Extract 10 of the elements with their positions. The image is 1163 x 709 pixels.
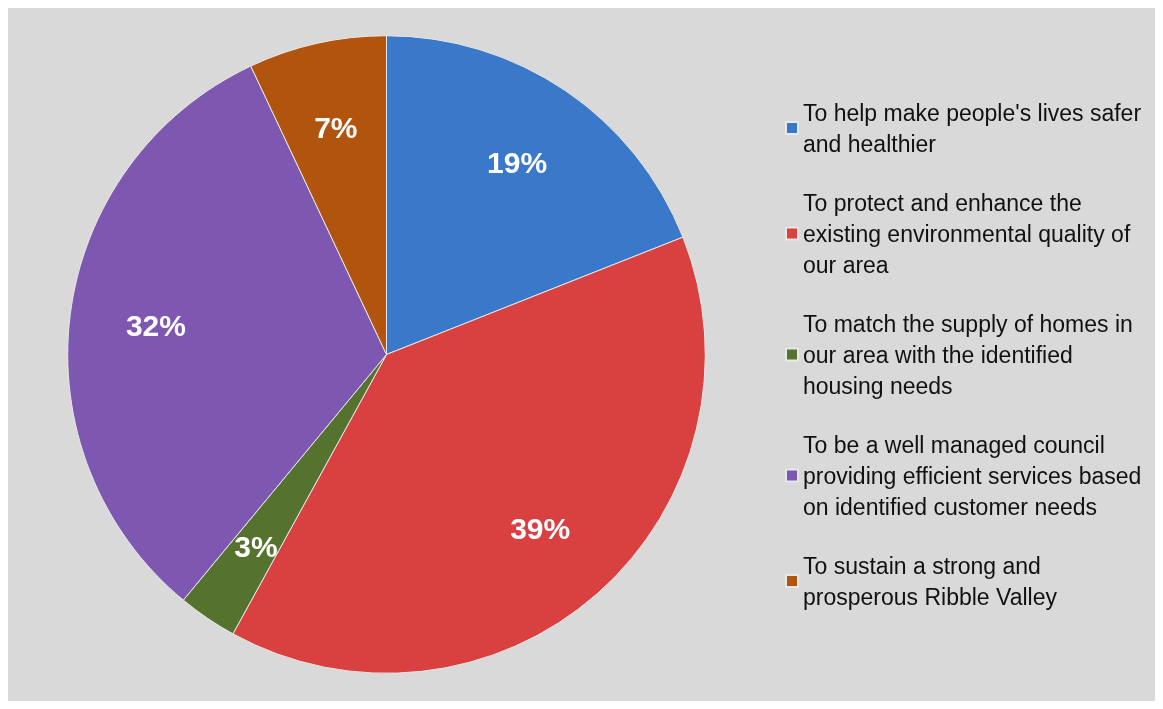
legend-label: To sustain a strong and prosperous Ribble Valley <box>803 552 1058 610</box>
legend-label: To protect and enhance the existing environmental quality of our area <box>803 189 1137 278</box>
data-label: 3% <box>234 530 278 564</box>
data-label: 32% <box>125 308 186 342</box>
data-label: 39% <box>510 512 571 546</box>
legend-label: To help make people's lives safer and healthier <box>803 99 1148 157</box>
data-label: 7% <box>314 111 358 145</box>
data-label: 19% <box>487 145 548 179</box>
legend-label: To be a well managed council providing efficient services based on identified customer needs <box>803 431 1148 520</box>
legend-label: To match the supply of homes in our area with the identified housing needs <box>803 310 1140 399</box>
